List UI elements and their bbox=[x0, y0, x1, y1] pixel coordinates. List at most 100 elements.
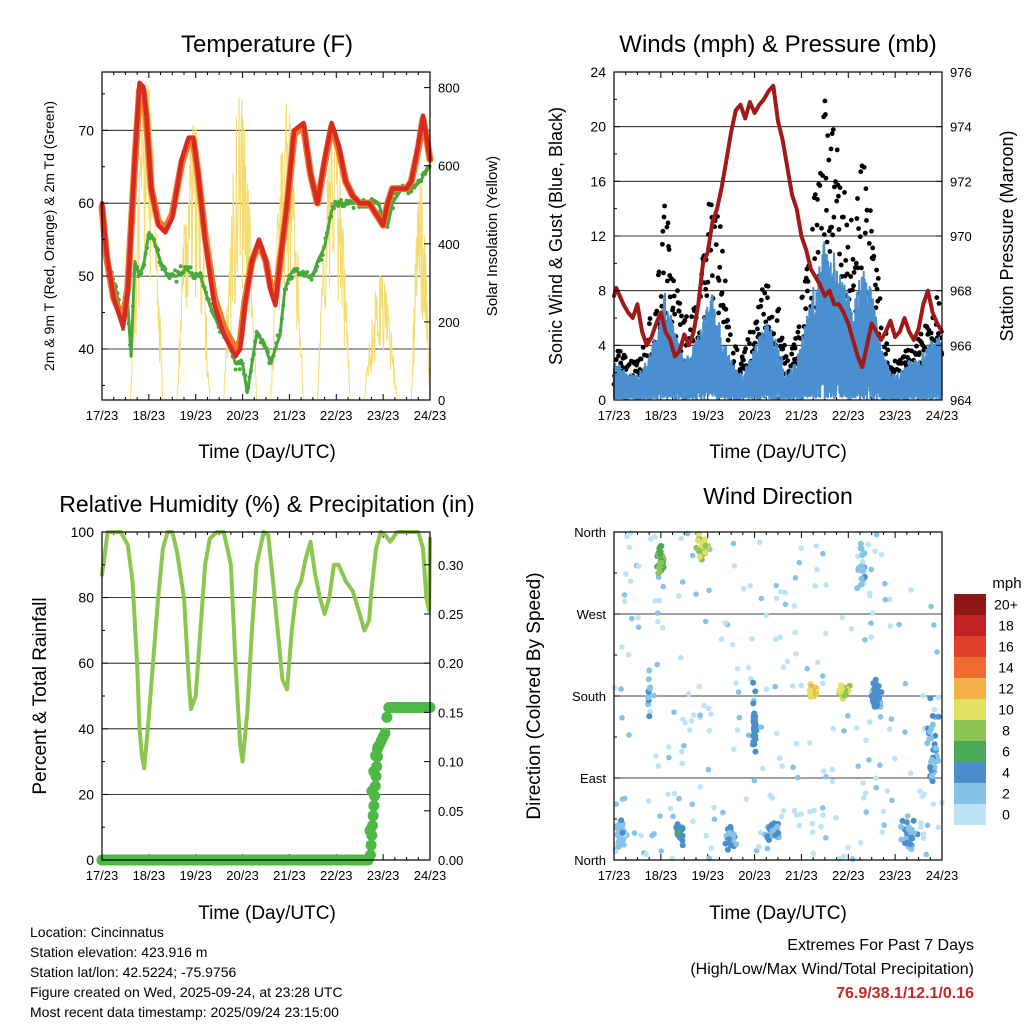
gust-point bbox=[730, 350, 736, 356]
wind-direction-point bbox=[722, 620, 729, 626]
rh-x-tick-label: 22/23 bbox=[320, 868, 353, 883]
wind-direction-point bbox=[886, 726, 893, 732]
wind-direction-point bbox=[874, 701, 880, 708]
rh-x-tick-label: 23/23 bbox=[367, 868, 400, 883]
gust-point bbox=[828, 146, 834, 152]
wind-direction-point bbox=[862, 790, 869, 796]
precipitation-point bbox=[369, 780, 381, 792]
legend-title: mph bbox=[992, 575, 1021, 592]
wind-direction-point bbox=[867, 719, 873, 725]
wind-direction-point bbox=[671, 709, 677, 715]
legend-label: 8 bbox=[1002, 723, 1010, 739]
wind-direction-point bbox=[845, 712, 851, 719]
dir-y-tick-label: East bbox=[580, 771, 606, 786]
rh-x-tick-label: 18/23 bbox=[133, 868, 166, 883]
gust-point bbox=[855, 196, 860, 201]
wind-direction-point bbox=[878, 551, 885, 558]
wind-direction-point bbox=[807, 690, 814, 697]
wind-direction-point bbox=[694, 537, 701, 544]
gust-point bbox=[870, 245, 876, 251]
wind-direction-point bbox=[792, 629, 798, 636]
wind-direction-point bbox=[693, 591, 699, 597]
legend-label: 6 bbox=[1002, 744, 1010, 760]
precipitation-point bbox=[368, 800, 380, 812]
gust-point bbox=[869, 228, 874, 234]
gust-point bbox=[854, 216, 860, 221]
wind-direction-point bbox=[733, 680, 739, 686]
wind-direction-point bbox=[795, 774, 801, 781]
legend-swatch bbox=[954, 636, 986, 657]
rh-x-tick-label: 20/23 bbox=[226, 868, 259, 883]
wind-direction-point bbox=[820, 768, 827, 774]
rh-plot-border bbox=[101, 531, 431, 861]
wind-y-tick-label: 8 bbox=[598, 283, 606, 299]
dewpoint-point bbox=[233, 367, 238, 372]
gust-point bbox=[884, 341, 890, 347]
gust-point bbox=[708, 202, 714, 208]
wind-direction-point bbox=[927, 763, 934, 770]
gust-point bbox=[830, 232, 836, 238]
dir-x-tick-label: 20/23 bbox=[738, 868, 771, 883]
wind-direction-point bbox=[758, 724, 765, 730]
gust-point bbox=[761, 311, 766, 317]
precipitation-point bbox=[379, 727, 391, 739]
wind-direction-point bbox=[705, 705, 712, 712]
temp-y2-tick-label: 600 bbox=[438, 159, 460, 174]
legend-label: 14 bbox=[998, 660, 1014, 676]
wind-direction-point bbox=[752, 748, 759, 755]
wind-x-tick-label: 20/23 bbox=[738, 408, 771, 423]
wind-direction-point bbox=[702, 618, 709, 625]
precipitation-point bbox=[369, 790, 381, 802]
dewpoint-point bbox=[188, 265, 193, 270]
dir-y-tick-label: West bbox=[577, 607, 607, 622]
wind-direction-point bbox=[833, 815, 839, 821]
wind-direction-point bbox=[645, 694, 652, 701]
wind-x-tick-label: 21/23 bbox=[785, 408, 818, 423]
wind-direction-point bbox=[839, 685, 846, 692]
temp-x-tick-label: 18/23 bbox=[133, 408, 166, 423]
wind-direction-point bbox=[880, 808, 887, 815]
gust-point bbox=[660, 241, 665, 247]
wind-direction-point bbox=[613, 801, 619, 807]
wind-direction-point bbox=[932, 745, 939, 752]
wind-direction-point bbox=[752, 688, 759, 695]
gust-point bbox=[675, 288, 680, 294]
wind-direction-point bbox=[845, 844, 851, 851]
dewpoint-point bbox=[178, 264, 183, 269]
precipitation-point bbox=[371, 751, 383, 763]
wind-direction-point bbox=[829, 778, 836, 785]
wind-y-tick-label: 16 bbox=[590, 173, 606, 189]
wind-direction-point bbox=[889, 797, 895, 804]
wind-direction-point bbox=[624, 533, 630, 540]
wind-direction-point bbox=[631, 830, 638, 836]
extremes-subheading: (High/Low/Max Wind/Total Precipitation) bbox=[690, 961, 974, 978]
gust-point bbox=[613, 357, 619, 363]
wind-direction-point bbox=[705, 766, 712, 773]
gust-point bbox=[782, 342, 787, 348]
gust-point bbox=[863, 186, 869, 192]
legend-swatch bbox=[954, 678, 986, 699]
wind-direction-point bbox=[857, 540, 864, 547]
wind-direction-point bbox=[908, 846, 915, 853]
wind-direction-point bbox=[756, 844, 762, 850]
rh-y2-tick-label: 0.30 bbox=[438, 558, 463, 573]
wind-direction-point bbox=[696, 553, 703, 560]
gust-point bbox=[868, 208, 873, 214]
gust-point bbox=[754, 319, 760, 325]
gust-point bbox=[689, 314, 694, 320]
rh-y-tick-label: 0 bbox=[86, 852, 94, 868]
gust-point bbox=[665, 278, 670, 284]
wind-direction-point bbox=[841, 728, 847, 734]
legend-swatch bbox=[954, 594, 986, 615]
legend-label: 0 bbox=[1002, 807, 1010, 823]
wind-direction-point bbox=[740, 585, 747, 592]
wind-direction-point bbox=[706, 727, 713, 734]
gust-point bbox=[800, 294, 805, 300]
wind-direction-point bbox=[819, 805, 826, 811]
gust-point bbox=[661, 214, 667, 220]
wind-direction-point bbox=[685, 691, 692, 697]
gust-point bbox=[684, 314, 689, 319]
wind-direction-point bbox=[873, 775, 879, 781]
wind-direction-point bbox=[769, 827, 776, 834]
wind-direction-point bbox=[724, 846, 731, 853]
